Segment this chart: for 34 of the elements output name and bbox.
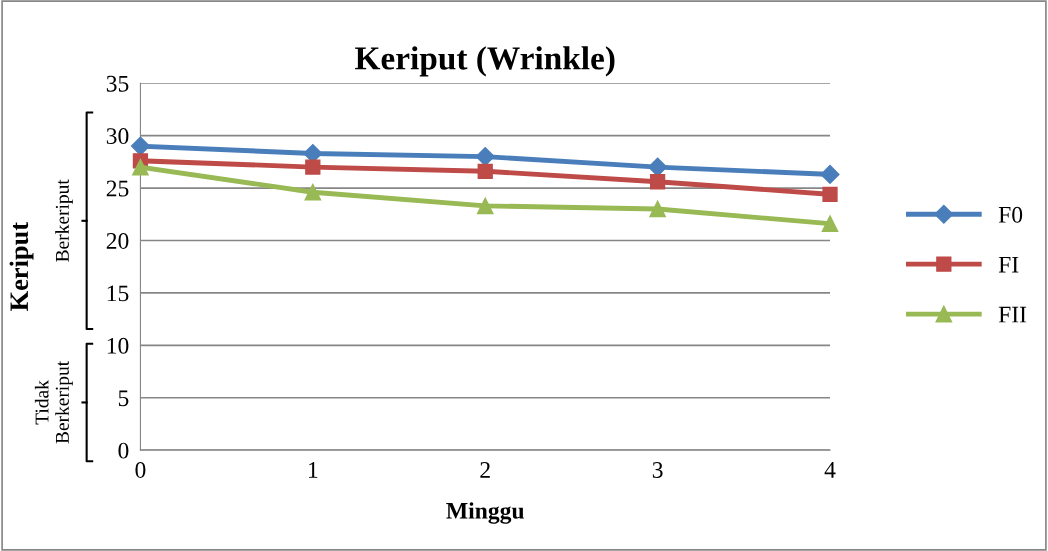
point: [305, 159, 321, 175]
point: [476, 197, 494, 215]
x-tick-label: 4: [824, 462, 836, 478]
x-tick-label: 0: [135, 461, 146, 478]
point: [132, 158, 149, 176]
legend-label: FI: [998, 256, 1019, 273]
point: [477, 163, 493, 179]
chart-title: Keriput (Wrinkle): [355, 46, 615, 77]
point: [475, 147, 495, 167]
point: [649, 174, 666, 190]
point: [304, 183, 322, 201]
text: Tidak Berkeriput: [34, 361, 73, 444]
point: [130, 136, 150, 156]
point: [648, 157, 668, 177]
y-tick-label: 35: [106, 75, 129, 92]
point: [822, 186, 838, 202]
y-tick-label: 25: [106, 180, 129, 197]
x-tick-label: 2: [480, 462, 490, 478]
y-tick-label: 30: [106, 128, 129, 145]
legend-label: FII: [998, 306, 1027, 323]
y-tick-label: 0: [118, 442, 129, 459]
text: Berkeriput: [55, 179, 73, 262]
point: [821, 215, 839, 233]
y-tick-label: 15: [107, 285, 129, 302]
x-tick-label: 3: [652, 462, 663, 478]
x-axis-title: Minggu: [446, 502, 524, 524]
y-tick-label: 5: [118, 390, 129, 407]
legend-label: F0: [998, 206, 1023, 223]
x-tick-label: 1: [309, 462, 318, 478]
y-tick-label: 10: [107, 337, 129, 354]
point: [820, 164, 840, 184]
point: [649, 200, 666, 218]
y-tick-label: 20: [106, 232, 129, 249]
y-axis-title: Keriput: [9, 222, 34, 311]
